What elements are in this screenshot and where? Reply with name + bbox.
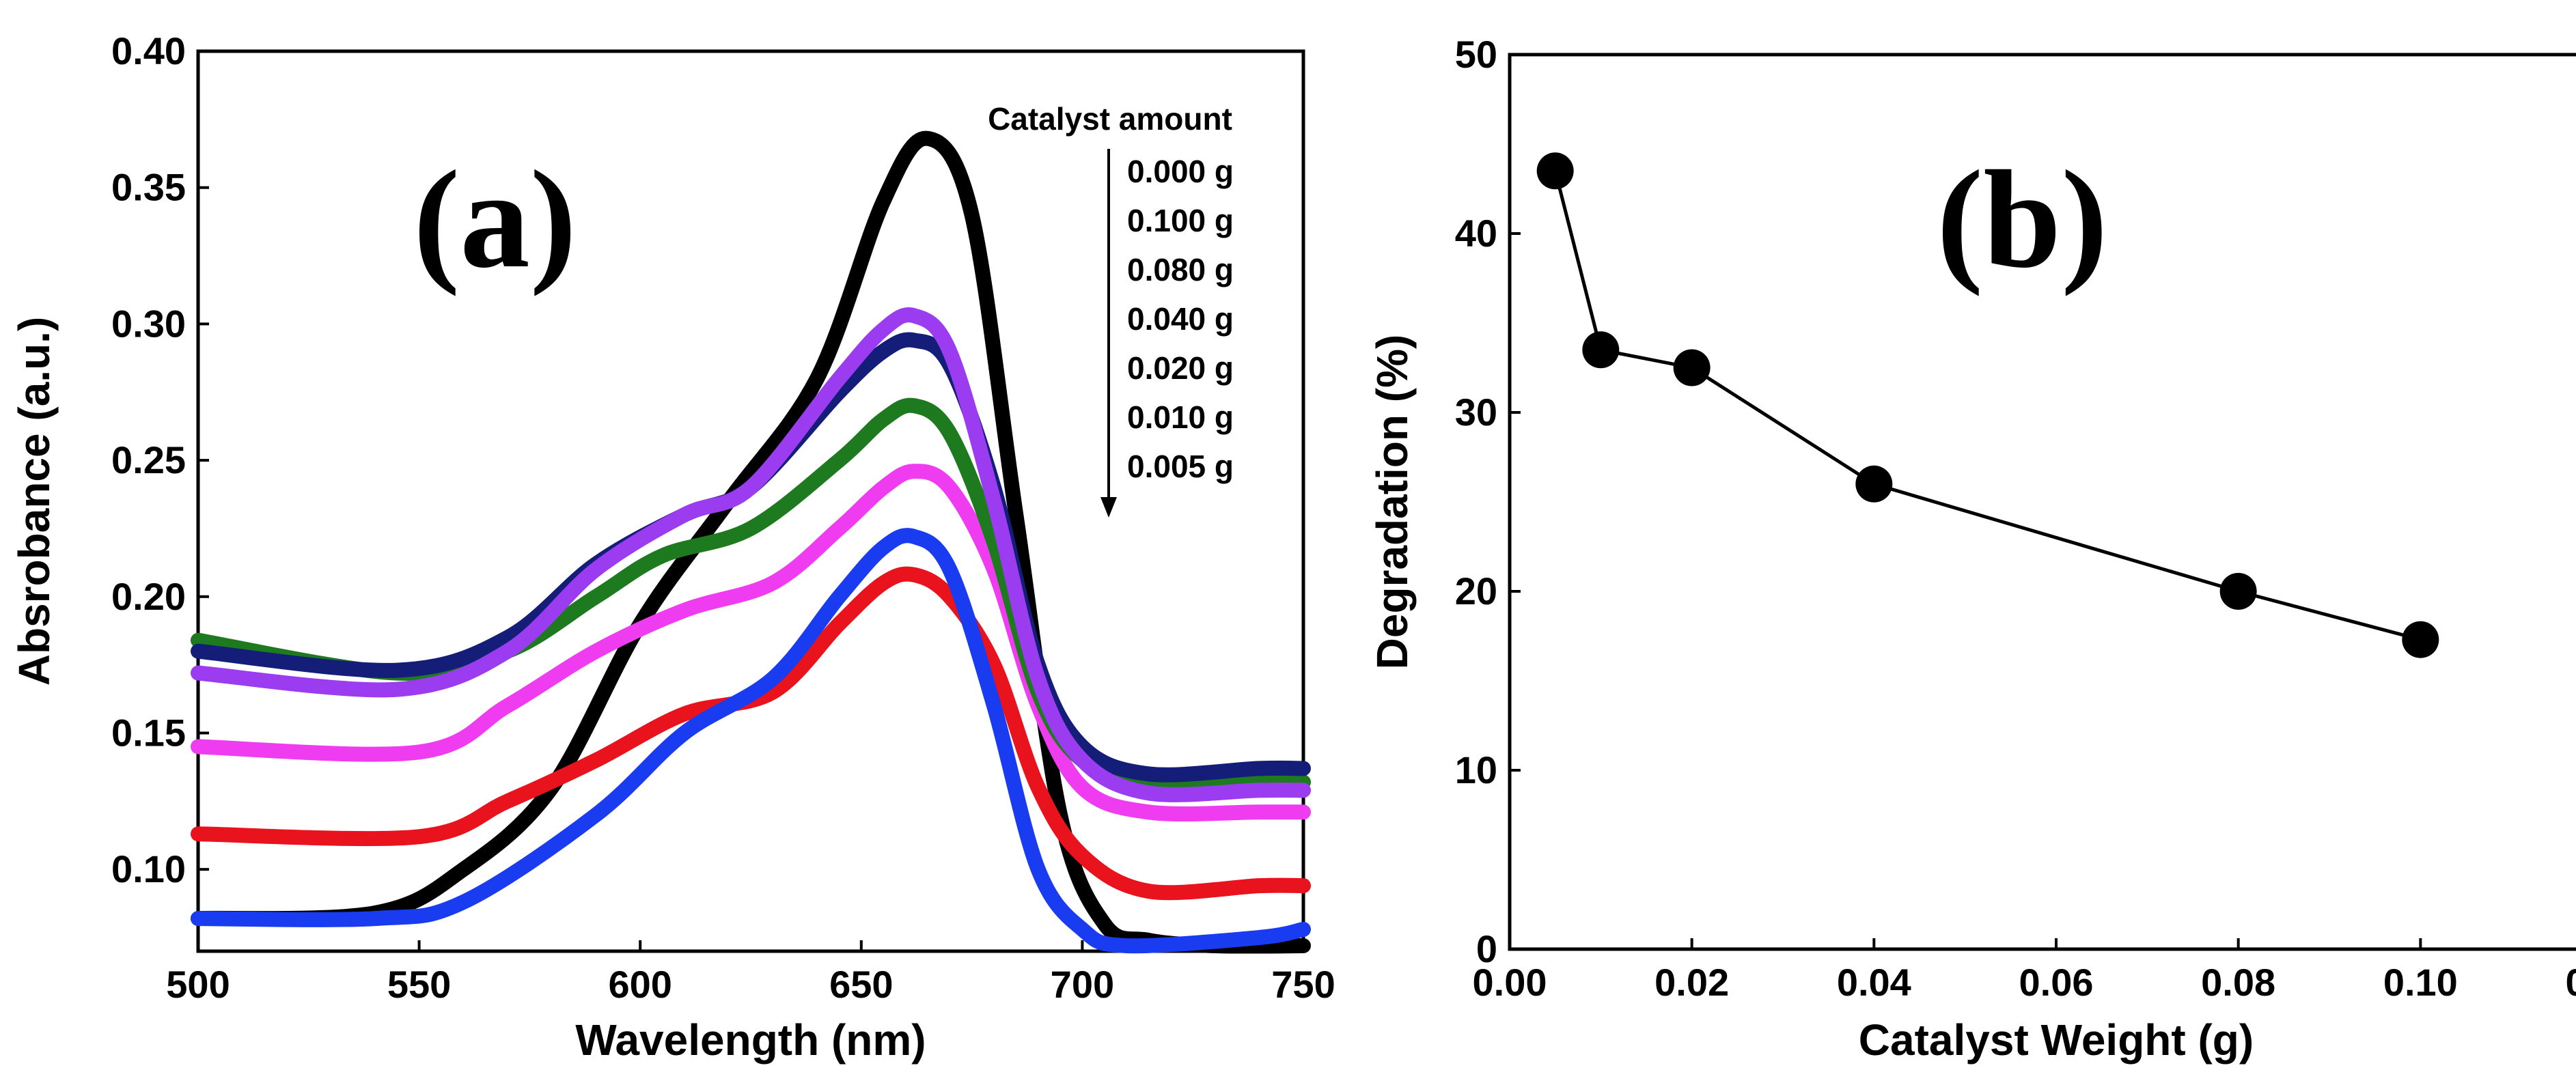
spectrum-line-3 xyxy=(191,464,1311,821)
chart-b-x-axis-label: Catalyst Weight (g) xyxy=(1859,1015,2254,1065)
x-tick-label: 750 xyxy=(1271,963,1335,1006)
degradation-point-2 xyxy=(1673,349,1711,386)
legend-label-6: 0.005 g xyxy=(1127,449,1234,484)
y-tick-label: 0.40 xyxy=(111,29,186,72)
y-tick-label: 10 xyxy=(1455,748,1497,791)
x-tick-label: 0.02 xyxy=(1654,961,1729,1004)
chart-a-panel-label: (a) xyxy=(413,142,577,297)
y-tick-label: 30 xyxy=(1455,391,1497,434)
spectrum-line-2 xyxy=(191,528,1311,954)
spectrum-line-1 xyxy=(191,566,1311,901)
chart-a-legend: Catalyst amount 0.000 g 0.100 g 0.080 g … xyxy=(988,101,1234,518)
legend-label-0: 0.000 g xyxy=(1127,154,1234,189)
chart-a-ticks: 500 550 600 650 700 750 0.10 0.15 0.20 0.25 0.30 0.… xyxy=(111,29,1335,1006)
x-tick-label: 0.12 xyxy=(2566,961,2576,1004)
y-tick-label: 0 xyxy=(1476,927,1497,970)
degradation-line xyxy=(1553,170,2421,642)
legend-label-4: 0.020 g xyxy=(1127,350,1234,386)
chart-a-plot-frame xyxy=(196,49,1305,953)
degradation-point-3 xyxy=(1855,465,1893,503)
y-tick-label: 0.30 xyxy=(111,302,186,345)
legend-label-2: 0.080 g xyxy=(1127,252,1234,287)
y-tick-label: 0.20 xyxy=(111,575,186,618)
y-tick-label: 20 xyxy=(1455,569,1497,613)
chart-a-absorbance-spectra: 500 550 600 650 700 750 0.10 0.15 0.20 0.25 0.30 0.… xyxy=(10,29,1335,1065)
legend-arrow-head xyxy=(1100,497,1117,518)
x-tick-label: 600 xyxy=(608,963,671,1006)
x-tick-label: 0.10 xyxy=(2383,961,2458,1004)
chart-b-y-axis-label: Degradation (%) xyxy=(1368,335,1417,670)
chart-a-series xyxy=(191,130,1311,954)
degradation-point-4 xyxy=(2219,573,2257,610)
chart-a-x-axis-label: Wavelength (nm) xyxy=(575,1015,926,1065)
y-tick-label: 0.10 xyxy=(111,847,186,890)
x-tick-label: 0.04 xyxy=(1837,961,1911,1004)
y-tick-label: 0.35 xyxy=(111,166,186,209)
x-tick-label: 500 xyxy=(166,963,230,1006)
chart-a-y-axis-label: Absrobance (a.u.) xyxy=(10,317,59,686)
x-tick-label: 0.06 xyxy=(2019,961,2094,1004)
degradation-point-0 xyxy=(1536,152,1574,190)
degradation-point-5 xyxy=(2402,621,2439,658)
x-tick-label: 0.00 xyxy=(1473,961,1547,1004)
y-tick-label: 0.15 xyxy=(111,711,186,754)
x-tick-label: 700 xyxy=(1051,963,1114,1006)
chart-b-series xyxy=(1536,152,2439,658)
x-tick-label: 0.08 xyxy=(2201,961,2275,1004)
y-tick-label: 0.25 xyxy=(111,438,186,481)
x-tick-label: 650 xyxy=(829,963,893,1006)
chart-a-legend-title: Catalyst amount xyxy=(988,101,1232,137)
chart-b-ticks: 0.00 0.02 0.04 0.06 0.08 0.10 0.12 0 10 20 30 40 50 xyxy=(1455,33,2576,1004)
x-tick-label: 550 xyxy=(387,963,451,1006)
y-tick-label: 50 xyxy=(1455,33,1497,76)
spectrum-line-5 xyxy=(191,332,1311,783)
chart-b-panel-label: (b) xyxy=(1937,142,2108,297)
legend-label-5: 0.010 g xyxy=(1127,399,1234,435)
spectrum-line-6 xyxy=(191,307,1311,802)
chart-b-degradation: 0.000.020.040.060.080.100.1201020304050 … xyxy=(1368,33,2576,1065)
degradation-point-1 xyxy=(1582,331,1620,369)
legend-label-3: 0.040 g xyxy=(1127,301,1234,337)
spectrum-line-0 xyxy=(191,130,1311,954)
legend-label-1: 0.100 g xyxy=(1127,203,1234,238)
y-tick-label: 40 xyxy=(1455,212,1497,255)
